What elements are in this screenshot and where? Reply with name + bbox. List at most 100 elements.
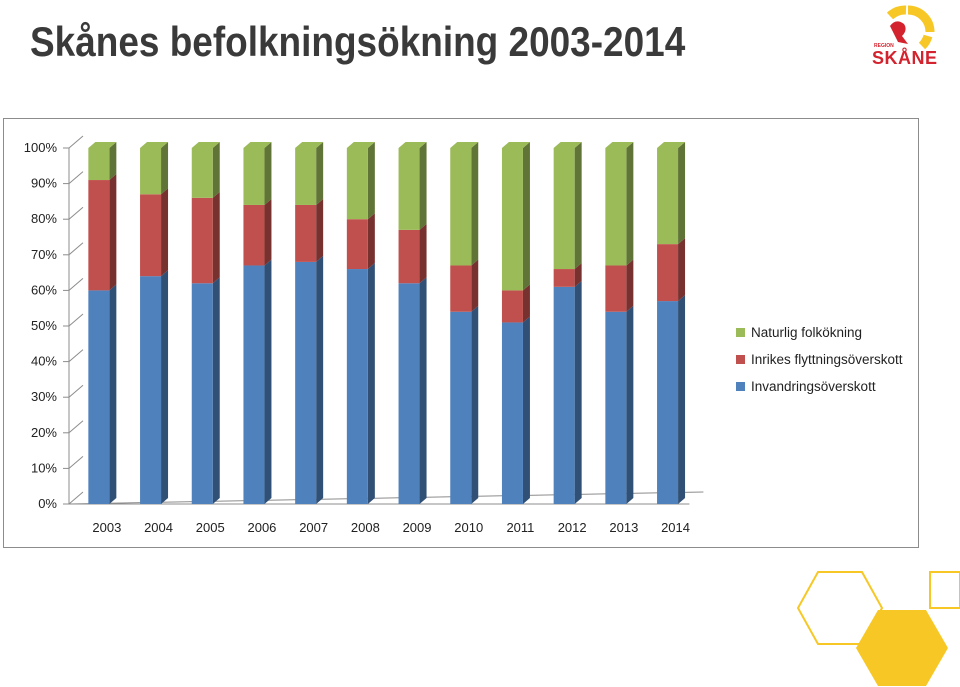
bar-side [471,142,479,266]
bar-segment [88,180,110,291]
legend-swatch [736,328,745,337]
bar-side [161,188,169,277]
bar-side [212,142,220,198]
bar-side [264,198,272,266]
bar-segment [295,148,317,205]
x-tick-label: 2006 [247,520,276,535]
bar-segment [191,148,213,198]
bar-side [264,142,272,205]
bar-side [367,213,375,270]
bar-segment [346,148,368,220]
bar-segment [605,148,627,266]
x-tick-label: 2010 [454,520,483,535]
bar-segment [243,265,265,504]
y-tick-diagonal [68,313,84,327]
bar-side [574,263,582,287]
bar-side [316,142,324,205]
page-title: Skånes befolkningsökning 2003-2014 [30,18,686,65]
legend-label: Invandringsöverskott [751,379,876,394]
y-tick-diagonal [68,278,84,291]
x-tick-label: 2013 [609,520,638,535]
x-tick-label: 2003 [92,520,121,535]
y-tick-diagonal [68,171,84,184]
x-tick-label: 2008 [351,520,380,535]
bar-top [191,142,220,148]
legend-item: Inrikes flyttningsöverskott [736,346,903,373]
bar-top [501,142,530,148]
bar-segment [450,148,472,266]
y-tick-label: 70% [31,247,57,262]
y-tick-label: 50% [31,318,57,333]
bar-side [626,259,634,312]
bar-side [678,295,686,504]
bar-side [212,277,220,504]
bar-top [605,142,634,148]
bar-top [88,142,117,148]
y-tick-diagonal [68,242,84,256]
bar-segment [450,265,472,312]
floor-edge [68,491,704,505]
bar-side [626,142,634,266]
bar-segment [295,261,317,504]
y-tick-diagonal [68,206,84,220]
hexagon-decoration [796,571,960,686]
griffin-emblem [886,5,935,50]
bar-top [450,142,479,148]
bar-side [109,284,117,504]
bar-side [678,142,686,245]
y-tick-label: 100% [24,140,58,155]
x-tick-label: 2011 [506,520,534,535]
stacked-bar-chart: 0% 10% 20% 30% 40% 50% 60% 70% 80% 90% 100% 2003 200… [24,135,704,535]
bar-side [161,142,169,195]
bar-side [161,270,169,504]
bar-segment [191,283,213,504]
bar-top [398,142,427,148]
bar-top [243,142,272,148]
bar-segment [605,265,627,312]
bar-side [626,305,634,504]
bar-side [522,316,530,504]
y-tick-label: 0% [38,496,57,511]
x-tick-label: 2009 [403,520,432,535]
bar-segment [553,148,575,270]
region-skane-logo [886,5,935,50]
bar-segment [191,197,213,284]
bar-side [212,191,220,284]
bar-segment [398,229,420,284]
y-tick-diagonal [68,420,84,434]
bar-segment [657,244,679,302]
bar-segment [346,219,368,270]
bar-side [316,198,324,262]
bar-segment [243,148,265,205]
bar-side [419,277,427,504]
legend-label: Inrikes flyttningsöverskott [751,352,903,367]
bar-segment [295,204,317,262]
bar-segment [501,290,523,323]
y-tick-diagonal [68,456,84,469]
x-tick-label: 2007 [299,520,328,535]
y-tick-label: 90% [31,176,57,191]
legend-label: Naturlig folkökning [751,325,863,340]
bar-top [346,142,375,148]
bar-segment [140,148,162,195]
bar-segment [501,322,523,504]
legend-item: Invandringsöverskott [736,373,903,400]
bar-segment [450,311,472,504]
bar-side [574,142,582,270]
bar-segment [398,283,420,504]
logo-text: SKÅNE [872,48,938,68]
bar-top [553,142,582,148]
bar-segment [243,204,265,266]
bar-side [109,142,117,181]
y-tick-label: 10% [31,460,57,475]
y-tick-label: 60% [31,282,57,297]
bar-side [522,142,530,291]
y-tick-label: 30% [31,389,57,404]
bar-side [316,255,324,504]
bar-segment [398,148,420,230]
x-tick-label: 2005 [196,520,225,535]
bar-side [574,280,582,504]
bar-segment [553,269,575,287]
hexagon-filled [856,610,948,686]
legend-swatch [736,355,745,364]
